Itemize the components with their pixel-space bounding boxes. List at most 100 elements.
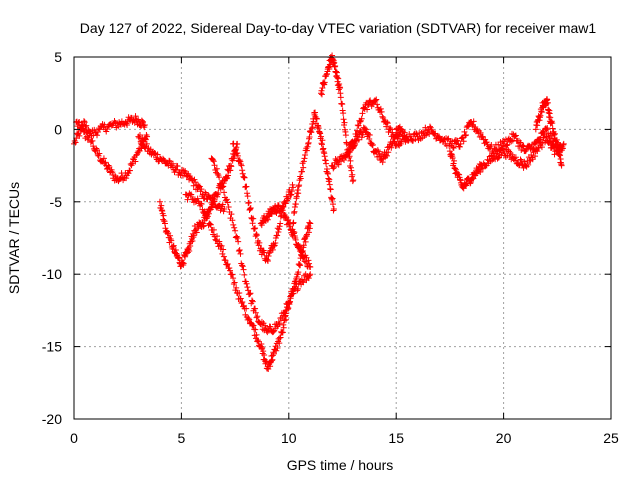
data-point-interp: [223, 196, 230, 203]
data-point-interp: [549, 142, 556, 149]
data-point-interp: [213, 233, 220, 240]
data-point-interp: [83, 122, 90, 129]
data-point-interp: [124, 122, 131, 129]
data-point-interp: [275, 202, 282, 209]
data-point-interp: [337, 94, 344, 101]
data-point-interp: [295, 190, 302, 197]
data-point-interp: [551, 130, 558, 137]
data-point: [560, 140, 567, 147]
data-point-interp: [267, 323, 274, 330]
data-point-interp: [298, 168, 305, 175]
data-point: [457, 140, 464, 147]
data-point-interp: [220, 246, 227, 253]
data-point-interp: [509, 151, 516, 158]
data-point-interp: [359, 110, 366, 117]
data-point-interp: [321, 79, 328, 86]
x-tick-label: 25: [603, 430, 619, 446]
data-point-interp: [296, 182, 303, 189]
data-point-interp: [239, 263, 246, 270]
data-point-interp: [231, 279, 238, 286]
data-point-interp: [151, 150, 158, 157]
data-point-interp: [222, 257, 229, 264]
data-point-interp: [532, 153, 539, 160]
data-point-interp: [407, 133, 414, 140]
data-point-interp: [529, 156, 536, 163]
data-point-interp: [239, 170, 246, 177]
data-point-interp: [244, 284, 251, 291]
data-point-interp: [538, 144, 545, 151]
data-point-interp: [309, 124, 316, 131]
data-point-interp: [132, 113, 139, 120]
data-point-interp: [233, 233, 240, 240]
data-point-interp: [387, 126, 394, 133]
data-point-interp: [388, 144, 395, 151]
data-point-interp: [330, 165, 337, 172]
data-point-interp: [140, 119, 147, 126]
data-point-interp: [234, 152, 241, 159]
data-point-interp: [240, 174, 247, 181]
data-point-interp: [366, 135, 373, 142]
data-point-interp: [102, 159, 109, 166]
data-point-interp: [332, 62, 339, 69]
data-point-interp: [279, 315, 286, 322]
data-point-interp: [374, 101, 381, 108]
data-point-interp: [304, 143, 311, 150]
x-tick-label: 10: [281, 430, 297, 446]
data-point-interp: [132, 158, 139, 165]
data-point-interp: [93, 145, 100, 152]
data-point-interp: [248, 297, 255, 304]
data-point-interp: [241, 174, 248, 181]
data-point-interp: [160, 212, 167, 219]
data-point-interp: [319, 137, 326, 144]
data-point-interp: [230, 140, 237, 147]
data-point-interp: [225, 204, 232, 211]
data-point-interp: [444, 136, 451, 143]
data-point-interp: [240, 266, 247, 273]
data-point-interp: [342, 132, 349, 139]
data-point-interp: [235, 238, 242, 245]
data-point-interp: [266, 249, 273, 256]
data-point-interp: [318, 91, 325, 98]
data-point-interp: [90, 143, 97, 150]
data-point: [350, 177, 357, 184]
data-point-interp: [279, 207, 286, 214]
data-point-interp: [431, 131, 438, 138]
data-point-interp: [379, 113, 386, 120]
data-point-interp: [300, 164, 307, 171]
data-point: [318, 133, 325, 140]
data-point-interp: [270, 328, 277, 335]
data-point-interp: [194, 195, 201, 202]
data-point-interp: [352, 141, 359, 148]
data-point-interp: [72, 139, 79, 146]
data-point-interp: [351, 142, 358, 149]
data-point-interp: [327, 186, 334, 193]
data-point-interp: [276, 320, 283, 327]
data-point-interp: [250, 322, 257, 329]
y-tick-label: 0: [54, 121, 62, 137]
data-point-interp: [253, 232, 260, 239]
data-point-interp: [167, 232, 174, 239]
data-point-interp: [173, 167, 180, 174]
data-point-interp: [293, 274, 300, 281]
data-point-interp: [243, 305, 250, 312]
y-tick-label: -20: [42, 411, 62, 427]
data-point: [247, 206, 254, 213]
data-point: [363, 126, 370, 133]
data-point-interp: [253, 331, 260, 338]
data-point-interp: [166, 158, 173, 165]
data-point-interp: [224, 261, 231, 268]
data-point-interp: [329, 201, 336, 208]
data-point-interp: [456, 143, 463, 150]
data-point-interp: [209, 201, 216, 208]
y-tick-label: 5: [54, 49, 62, 65]
data-point-interp: [517, 156, 524, 163]
data-point-interp: [127, 167, 134, 174]
data-point-interp: [244, 193, 251, 200]
data-point-interp: [454, 137, 461, 144]
data-point-interp: [237, 161, 244, 168]
data-point-interp: [295, 269, 302, 276]
data-point: [221, 206, 228, 213]
x-axis-label: GPS time / hours: [287, 457, 394, 473]
data-point-interp: [234, 235, 241, 242]
data-point-interp: [449, 155, 456, 162]
